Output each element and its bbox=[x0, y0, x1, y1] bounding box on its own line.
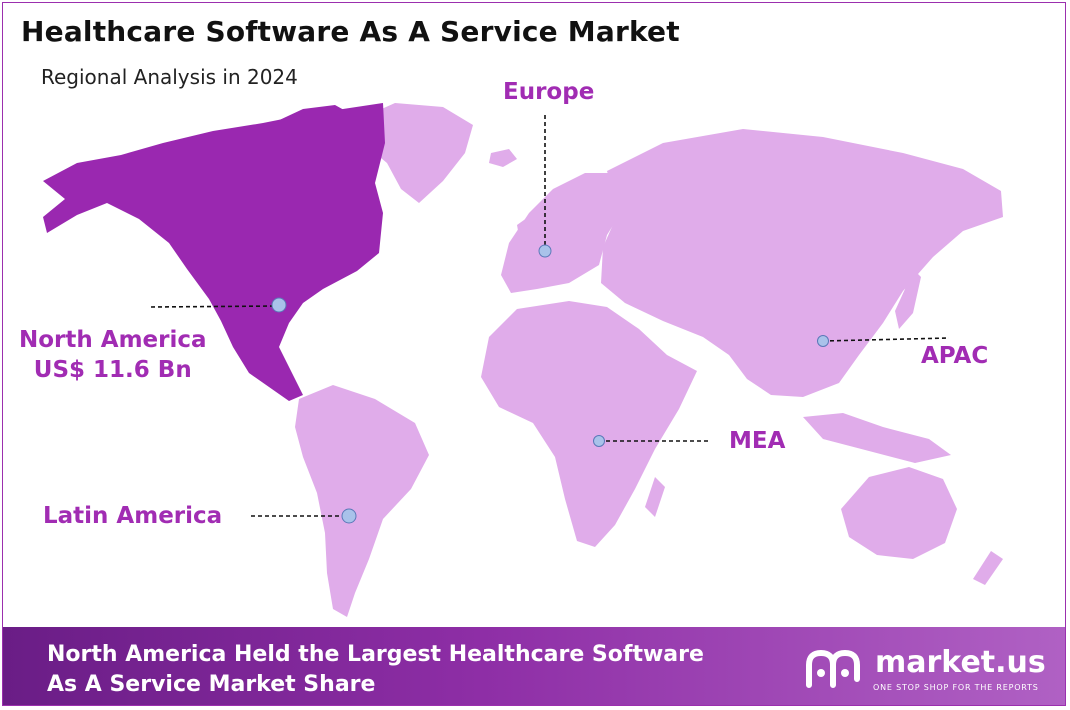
mea-marker bbox=[593, 435, 605, 447]
brand-name: market.us bbox=[875, 645, 1046, 680]
iceland-landmass bbox=[489, 149, 517, 167]
north-america-label: North America bbox=[19, 327, 207, 353]
latin-america-label: Latin America bbox=[43, 503, 223, 529]
europe-landmass bbox=[501, 173, 623, 293]
brand-logo: market.us ONE STOP SHOP FOR THE REPORTS bbox=[803, 645, 1053, 695]
page-title: Healthcare Software As A Service Market bbox=[21, 15, 680, 48]
japan-landmass bbox=[895, 265, 921, 329]
se-asia-islands bbox=[803, 413, 951, 463]
uk-landmass bbox=[517, 215, 535, 247]
brand-tagline: ONE STOP SHOP FOR THE REPORTS bbox=[873, 683, 1039, 692]
north-america-landmass bbox=[43, 103, 385, 401]
europe-marker bbox=[538, 244, 552, 258]
north-america-value: US$ 11.6 Bn bbox=[33, 357, 192, 383]
europe-label: Europe bbox=[503, 79, 595, 105]
south-america-landmass bbox=[295, 385, 429, 617]
north-america-leader-line bbox=[150, 305, 280, 308]
asia-landmass bbox=[601, 129, 1003, 397]
apac-marker bbox=[817, 335, 829, 347]
mea-label: MEA bbox=[729, 428, 786, 454]
apac-leader-line bbox=[822, 337, 950, 342]
new-zealand-landmass bbox=[973, 551, 1003, 585]
world-map bbox=[43, 103, 1003, 617]
australia-landmass bbox=[841, 467, 957, 559]
greenland-landmass bbox=[355, 103, 473, 203]
footer-text: North America Held the Largest Healthcar… bbox=[47, 640, 767, 700]
latin-america-marker bbox=[341, 508, 357, 524]
arctic-islands bbox=[273, 105, 353, 135]
north-america-marker bbox=[271, 297, 287, 313]
page-subtitle: Regional Analysis in 2024 bbox=[41, 65, 298, 89]
footer-line-2: As A Service Market Share bbox=[47, 672, 376, 697]
footer-line-1: North America Held the Largest Healthcar… bbox=[47, 642, 704, 667]
madagascar-landmass bbox=[645, 477, 665, 517]
brand-logo-icon bbox=[806, 649, 860, 688]
footer-banner: North America Held the Largest Healthcar… bbox=[3, 627, 1065, 705]
north-america-label-block: North America US$ 11.6 Bn bbox=[19, 325, 207, 385]
africa-landmass bbox=[481, 301, 697, 547]
apac-label: APAC bbox=[921, 343, 989, 369]
